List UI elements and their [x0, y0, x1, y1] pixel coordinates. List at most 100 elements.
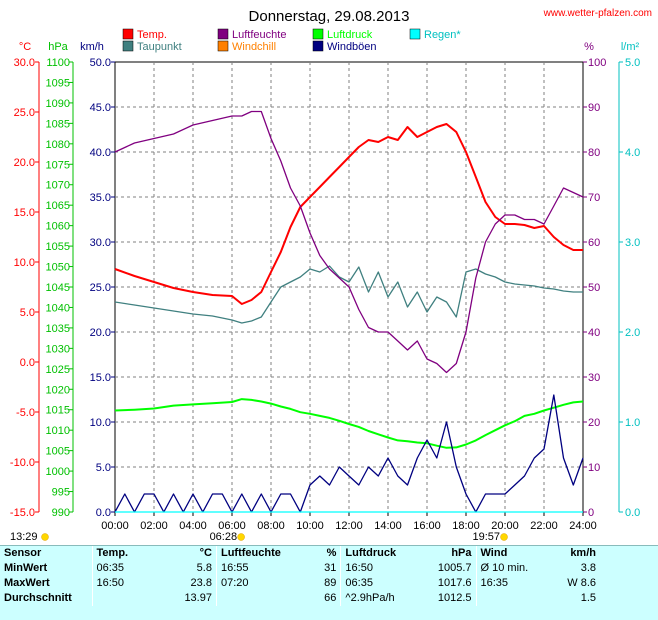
stats-header-wind: Wind [475, 546, 549, 561]
y-axes: 30.0 25.0 20.0 15.0 10.0 5.0 0.0 -5.0 -10.0 -15.0… [10, 57, 640, 519]
stats-panel: Sensor Temp. °C Luftfeuchte % Luftdruck … [0, 545, 658, 620]
press-min-value: 1005.7 [437, 562, 472, 574]
sun-times: 13:29 06:28 19:57 [10, 531, 508, 543]
moonrise-time: 13:29 [10, 531, 38, 543]
wind-tick-label: 5.0 [96, 462, 111, 474]
stats-header-temp: Temp. [91, 546, 165, 561]
legend-swatch [217, 40, 229, 52]
legend-label: Luftdruck [327, 29, 373, 41]
wind-day-avg-value: 1.5 [580, 592, 596, 604]
humidity-tick-label: 0 [588, 507, 594, 519]
pressure-tick-label: 1095 [46, 77, 70, 89]
sun-icon [41, 533, 49, 541]
x-tick-label: 04:00 [179, 520, 207, 532]
legend-label: Temp. [137, 29, 167, 41]
pressure-tick-label: 1030 [46, 343, 70, 355]
rain-tick-label: 1.0 [625, 417, 640, 429]
humidity-tick-label: 100 [588, 57, 606, 69]
stats-header-hum: Luftfeuchte [215, 546, 300, 561]
stats-row-max: MaxWert 16:50 23.8 07:20 89 06:35 1017.6… [0, 576, 600, 591]
sunrise-icon [237, 533, 245, 541]
humidity-tick-label: 40 [588, 327, 600, 339]
temp-tick-label: 30.0 [14, 57, 35, 69]
humidity-tick-label: 60 [588, 237, 600, 249]
pressure-tick-label: 1015 [46, 405, 70, 417]
temp-tick-label: 10.0 [14, 257, 35, 269]
rain-tick-label: 4.0 [625, 147, 640, 159]
pressure-tick-label: 1100 [46, 57, 70, 69]
sunset-icon [500, 533, 508, 541]
pressure-axis-unit: hPa [48, 41, 68, 53]
pressure-tick-label: 1080 [46, 139, 70, 151]
wind-axis-unit: km/h [80, 41, 104, 53]
stats-row-min: MinWert 06:35 5.8 16:55 31 16:50 1005.7 … [0, 561, 600, 576]
x-tick-label: 22:00 [530, 520, 558, 532]
humidity-tick-label: 10 [588, 462, 600, 474]
wind-tick-label: 30.0 [90, 237, 111, 249]
temp-max-value: 23.8 [190, 577, 212, 589]
humidity-tick-label: 20 [588, 417, 600, 429]
press-max-value: 1017.6 [437, 577, 472, 589]
weather-chart: Donnerstag, 29.08.2013 www.wetter-pfalze… [10, 8, 652, 543]
legend-label: Luftfeuchte [232, 29, 286, 41]
stats-row-label: Durchschnitt [4, 592, 72, 604]
legend-swatch [312, 28, 324, 40]
stats-header-temp-unit: °C [199, 547, 212, 559]
stats-row-avg: Durchschnitt 13.97 66 ^2.9hPa/h 1012.5 1… [0, 591, 600, 606]
x-tick-label: 10:00 [296, 520, 324, 532]
pressure-tick-label: 1085 [46, 118, 70, 130]
hum-avg-time [215, 591, 300, 606]
press-max-time: 06:35 [340, 576, 425, 591]
x-tick-label: 14:00 [374, 520, 402, 532]
x-tick-label: 20:00 [491, 520, 519, 532]
temp-tick-label: -15.0 [10, 507, 35, 519]
stats-header-hum-unit: % [326, 547, 337, 559]
humidity-tick-label: 70 [588, 192, 600, 204]
temp-tick-label: 25.0 [14, 107, 35, 119]
pressure-tick-label: 1020 [46, 384, 70, 396]
pressure-tick-label: 1075 [46, 159, 70, 171]
stats-header-sensor: Sensor [4, 547, 42, 559]
temp-axis-unit: °C [19, 41, 31, 53]
temp-tick-label: 5.0 [20, 307, 35, 319]
wind-tick-label: 0.0 [96, 507, 111, 519]
rain-tick-label: 5.0 [625, 57, 640, 69]
temp-min-value: 5.8 [196, 562, 212, 574]
x-tick-label: 12:00 [335, 520, 363, 532]
pressure-tick-label: 1035 [46, 323, 70, 335]
hum-min-value: 31 [324, 562, 337, 574]
pressure-tick-label: 1065 [46, 200, 70, 212]
press-min-time: 16:50 [340, 561, 425, 576]
pressure-tick-label: 1005 [46, 446, 70, 458]
rain-tick-label: 3.0 [625, 237, 640, 249]
pressure-tick-label: 1050 [46, 262, 70, 274]
pressure-tick-label: 1060 [46, 221, 70, 233]
site-url[interactable]: www.wetter-pfalzen.com [543, 8, 652, 19]
wind-tick-label: 45.0 [90, 102, 111, 114]
humidity-axis-unit: % [584, 41, 594, 53]
series-windb-en [114, 394, 584, 513]
series-luftdruck [114, 398, 584, 449]
press-trend: ^2.9hPa/h [340, 591, 425, 606]
x-tick-label: 16:00 [413, 520, 441, 532]
sunrise-time: 06:28 [210, 531, 238, 543]
axis-unit-headers: °C hPa km/h% l/m² [19, 41, 640, 53]
press-avg-value: 1012.5 [437, 592, 472, 604]
x-tick-label: 02:00 [140, 520, 168, 532]
stats-header-row: Sensor Temp. °C Luftfeuchte % Luftdruck … [0, 546, 600, 561]
temp-tick-label: -5.0 [16, 407, 35, 419]
humidity-tick-label: 90 [588, 102, 600, 114]
temp-tick-label: -10.0 [10, 457, 35, 469]
pressure-tick-label: 995 [52, 487, 70, 499]
legend-label: Windböen [327, 41, 377, 53]
pressure-tick-label: 1040 [46, 302, 70, 314]
wind-tick-label: 50.0 [90, 57, 111, 69]
stats-row-label: MaxWert [4, 577, 50, 589]
temp-tick-label: 15.0 [14, 207, 35, 219]
wind-avg-label: Ø 10 min. [475, 561, 549, 576]
wind-tick-label: 25.0 [90, 282, 111, 294]
hum-min-time: 16:55 [215, 561, 300, 576]
legend-swatch [409, 28, 421, 40]
wind-avg-value: 3.8 [580, 562, 596, 574]
legend-swatch [122, 28, 134, 40]
